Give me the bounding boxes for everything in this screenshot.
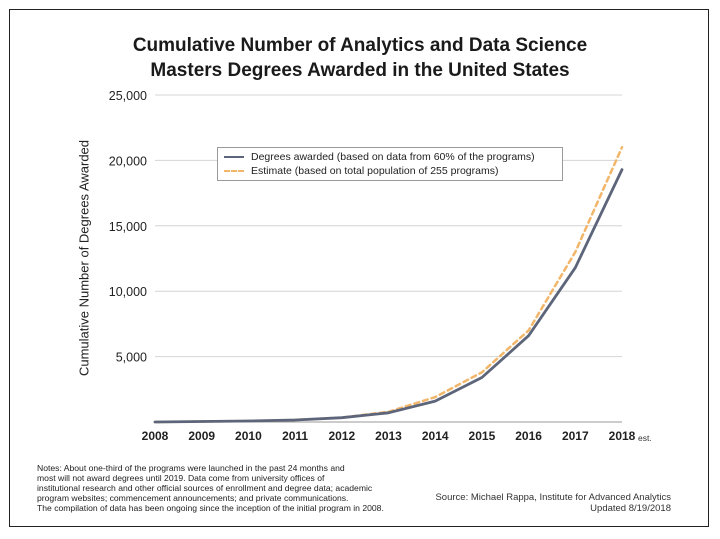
x-tick-label: 2013 xyxy=(375,429,402,443)
source-block: Source: Michael Rappa, Institute for Adv… xyxy=(435,492,671,514)
legend-swatch-solid xyxy=(224,156,244,159)
x-tick-label: 2015 xyxy=(469,429,496,443)
x-tick-label: 2011 xyxy=(282,429,308,443)
notes-line: program websites; commencement announcem… xyxy=(37,493,349,503)
notes-block: Notes: About one-third of the programs w… xyxy=(37,463,432,513)
x-tick-label: 2010 xyxy=(235,429,262,443)
x-tick-suffix-est: est. xyxy=(638,433,652,443)
y-tick-label: 20,000 xyxy=(109,154,147,168)
chart-title-line1: Cumulative Number of Analytics and Data … xyxy=(132,35,588,56)
notes-line: The compilation of data has been ongoing… xyxy=(37,503,384,513)
x-tick-label: 2008 xyxy=(142,429,169,443)
x-tick-label: 2009 xyxy=(188,429,215,443)
chart-title-line2: Masters Degrees Awarded in the United St… xyxy=(150,60,570,81)
series-line-estimate xyxy=(153,146,624,424)
series-line-degrees-awarded xyxy=(153,168,624,424)
legend-label-degrees-awarded: Degrees awarded (based on data from 60% … xyxy=(251,151,535,163)
y-tick-label: 25,000 xyxy=(109,89,147,103)
y-tick-label: 5,000 xyxy=(116,351,147,365)
y-tick-label: 15,000 xyxy=(109,220,147,234)
y-tick-label: 10,000 xyxy=(109,285,147,299)
x-tick-label: 2016 xyxy=(515,429,542,443)
notes-line: Notes: About one-third of the programs w… xyxy=(37,463,345,473)
legend-entry-estimate: Estimate (based on total population of 2… xyxy=(224,165,498,177)
x-tick-label: 2014 xyxy=(422,429,449,443)
x-tick-label: 2012 xyxy=(328,429,355,443)
x-tick-label: 2017 xyxy=(562,429,589,443)
legend-label-estimate: Estimate (based on total population of 2… xyxy=(251,165,499,177)
notes-line: institutional research and other officia… xyxy=(37,483,373,493)
legend-swatch-dashed xyxy=(224,170,244,173)
chart-legend: Degrees awarded (based on data from 60% … xyxy=(217,147,563,181)
notes-line: most will not award degrees until 2019. … xyxy=(37,473,325,483)
legend-entry-degrees-awarded: Degrees awarded (based on data from 60% … xyxy=(224,151,535,163)
updated-line: Updated 8/19/2018 xyxy=(590,503,671,514)
x-tick-label: 2018 xyxy=(609,429,636,443)
source-line: Source: Michael Rappa, Institute for Adv… xyxy=(435,492,671,503)
